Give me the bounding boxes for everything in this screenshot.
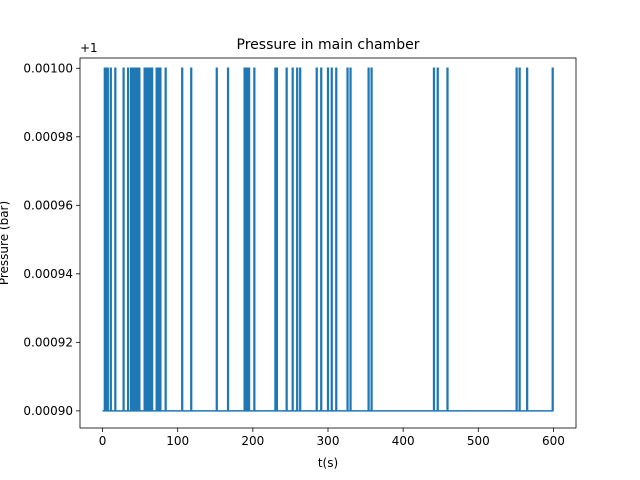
y-tick-label: 0.00092 — [23, 335, 73, 349]
series-line — [102, 67, 554, 412]
x-tick-label: 300 — [317, 434, 340, 448]
axes-frame — [79, 57, 577, 429]
x-tick-label: 600 — [542, 434, 565, 448]
y-axis-ticks: 0.00090 0.00092 0.00094 0.00096 0.00098 0.001… — [23, 61, 80, 418]
y-tick-label: 0.00094 — [23, 267, 73, 281]
x-axis-ticks: 0 100 200 300 400 500 600 — [99, 428, 565, 448]
y-offset-label: +1 — [80, 41, 98, 55]
x-tick-label: 100 — [166, 434, 189, 448]
x-tick-label: 500 — [467, 434, 490, 448]
y-tick-label: 0.00098 — [23, 130, 73, 144]
y-tick-label: 0.00100 — [23, 61, 73, 75]
x-tick-label: 200 — [241, 434, 264, 448]
x-tick-label: 400 — [392, 434, 415, 448]
x-axis-label: t(s) — [318, 456, 338, 470]
y-tick-label: 0.00096 — [23, 198, 73, 212]
x-tick-label: 0 — [99, 434, 107, 448]
y-axis-label: Pressure (bar) — [0, 201, 11, 285]
plot-area — [102, 67, 554, 412]
chart-title: Pressure in main chamber — [237, 37, 420, 53]
y-tick-label: 0.00090 — [23, 404, 73, 418]
